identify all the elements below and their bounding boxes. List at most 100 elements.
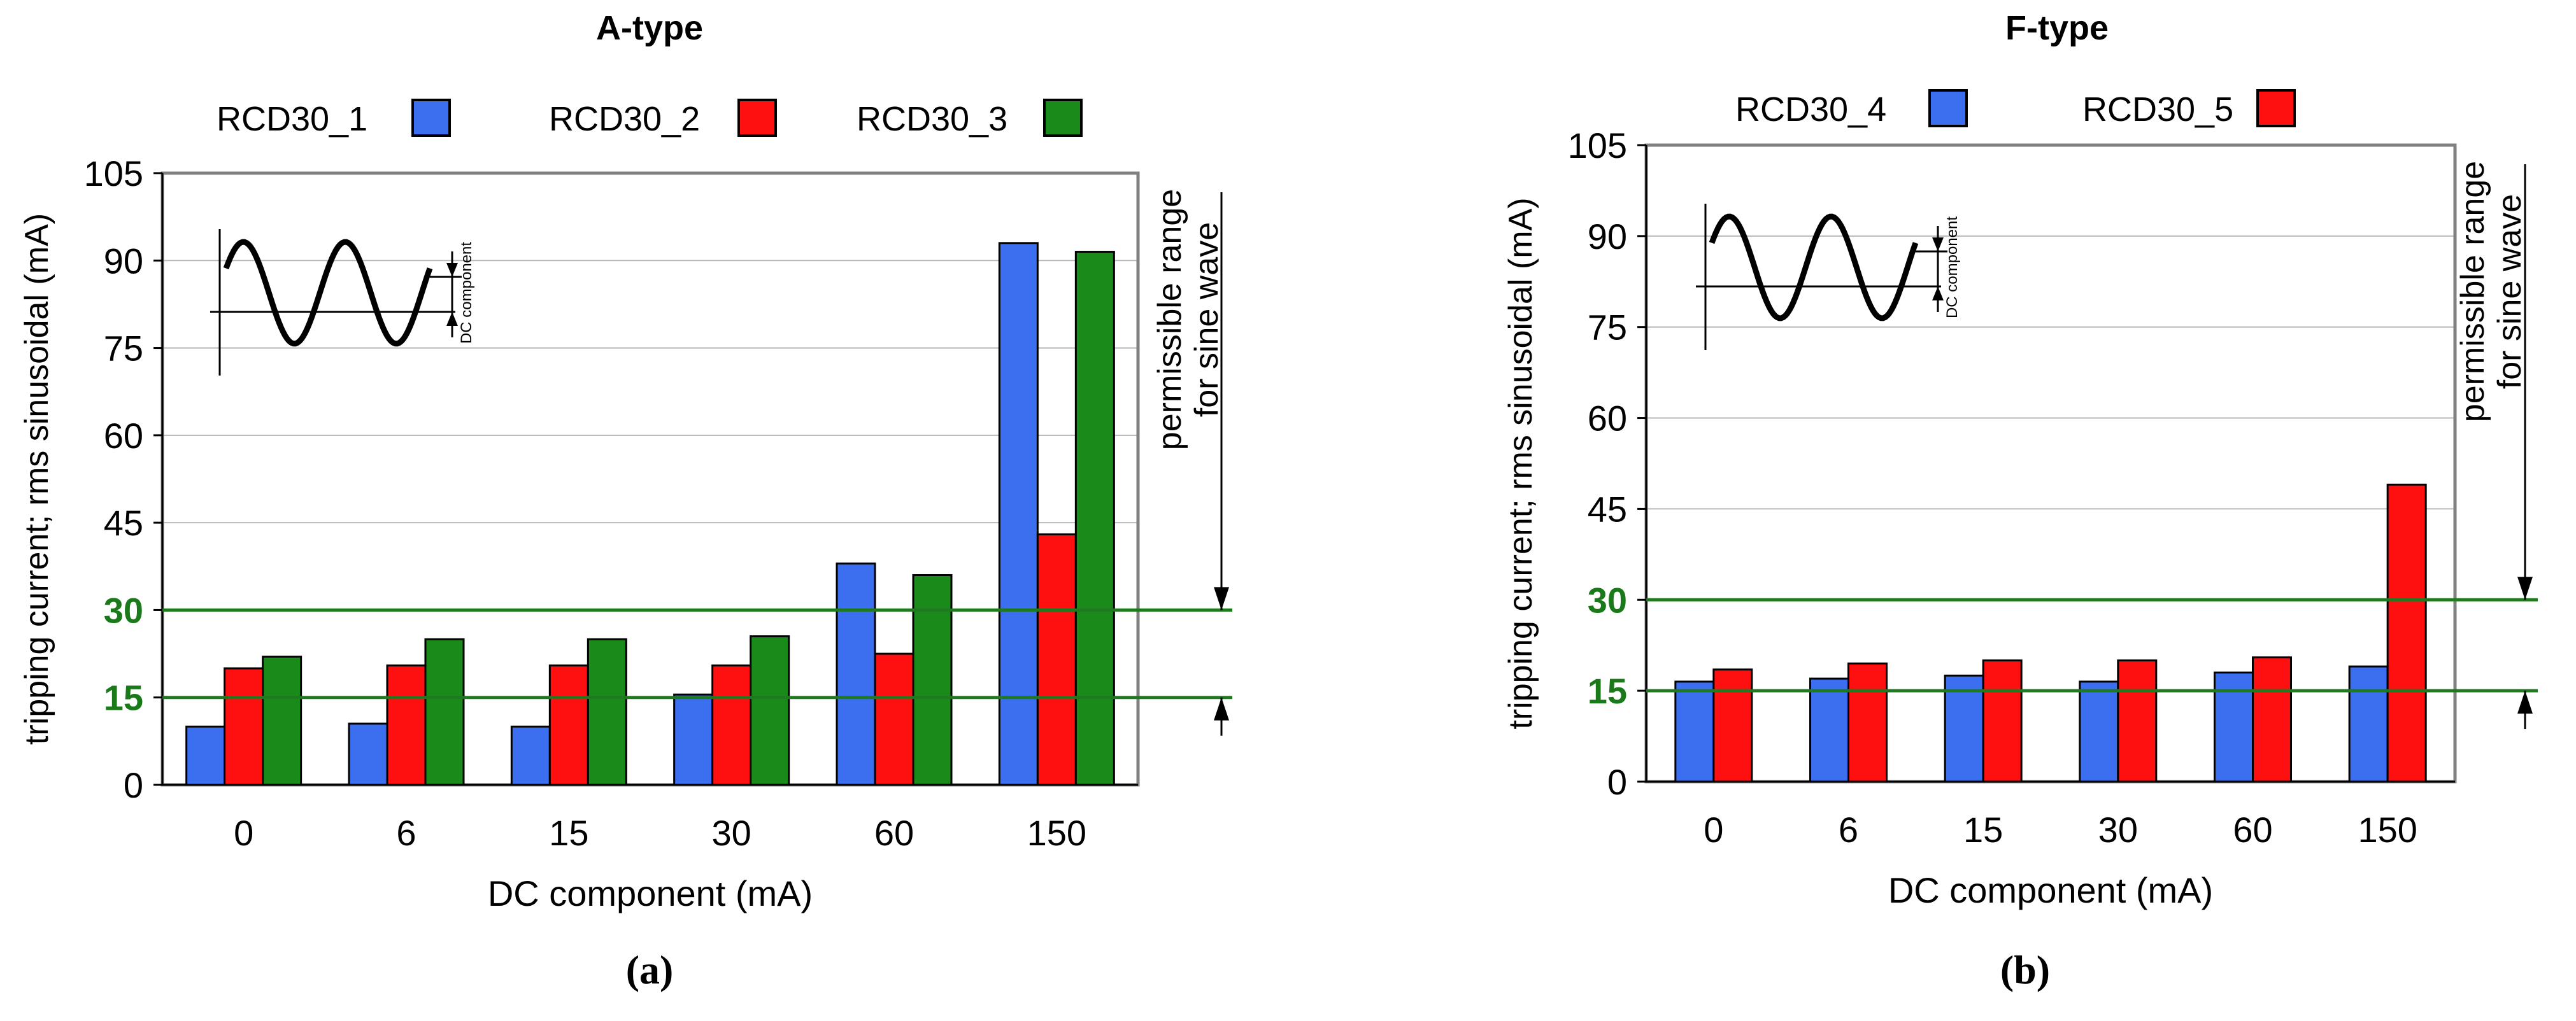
legend-label: RCD30_2 (549, 100, 700, 138)
y-tick-label: 45 (104, 503, 143, 543)
x-tick-label: 30 (2098, 810, 2138, 850)
y-tick-label: 0 (124, 765, 143, 805)
bar-rcd30_3 (262, 656, 302, 786)
bar-rcd30_5 (1712, 668, 1753, 783)
bar-rcd30_1 (836, 562, 876, 786)
y-axis-label: tripping current; rms sinusoidal (mA) (18, 213, 55, 745)
plot-frame (160, 171, 1140, 787)
x-tick-label: 150 (1027, 813, 1086, 853)
y-tick-label: 90 (104, 241, 143, 281)
chart-title: A-type (596, 9, 703, 47)
y-tick-label: 30 (104, 590, 143, 630)
y-tick-label: 75 (104, 328, 143, 369)
bar-rcd30_2 (874, 652, 914, 786)
arrow-down-icon (446, 263, 458, 277)
range-label-line: permissible range (1151, 189, 1188, 450)
bar-rcd30_2 (224, 667, 264, 786)
arrow-down-icon (1214, 587, 1229, 610)
bar-rcd30_3 (424, 638, 465, 786)
x-tick-label: 60 (874, 813, 914, 853)
panel-label: (a) (626, 947, 674, 992)
y-tick-label: 105 (84, 153, 143, 194)
range-label-line: for sine wave (2491, 194, 2528, 389)
legend-swatch (2256, 89, 2296, 127)
y-tick-label: 60 (104, 416, 143, 456)
bar-rcd30_5 (2386, 483, 2427, 783)
bar-rcd30_1 (510, 725, 551, 786)
range-label: permissible rangefor sine wave (2454, 161, 2528, 422)
arrow-down-icon (1932, 237, 1944, 251)
bar-rcd30_4 (1674, 680, 1715, 783)
legend-label: RCD30_3 (857, 100, 1007, 138)
range-label-line: permissible range (2454, 161, 2491, 422)
range-label: permissible rangefor sine wave (1151, 189, 1225, 450)
sine-wave-inset: DC component (1696, 204, 1961, 350)
y-tick-label: 0 (1607, 762, 1627, 802)
y-axis-label: tripping current; rms sinusoidal (mA) (1502, 197, 1539, 729)
inset-dc-label: DC component (458, 242, 475, 344)
x-axis-label: DC component (mA) (488, 873, 813, 913)
range-label-line: for sine wave (1188, 222, 1225, 417)
bar-rcd30_5 (2252, 656, 2292, 783)
x-tick-label: 6 (396, 813, 416, 853)
y-tick-label: 60 (1588, 398, 1627, 439)
bar-rcd30_3 (1074, 251, 1115, 786)
bar-rcd30_1 (998, 242, 1039, 786)
bar-rcd30_4 (2079, 680, 2119, 783)
arrow-up-icon (1214, 697, 1229, 721)
bar-rcd30_5 (1847, 662, 1888, 783)
bar-rcd30_1 (348, 722, 388, 786)
bar-rcd30_1 (185, 725, 226, 786)
x-tick-label: 30 (712, 813, 751, 853)
x-axis-label: DC component (mA) (1888, 870, 2213, 910)
bar-rcd30_3 (587, 638, 627, 786)
x-tick-label: 0 (1704, 810, 1723, 850)
bar-rcd30_2 (711, 664, 752, 786)
bar-rcd30_1 (673, 693, 714, 786)
x-tick-label: 15 (549, 813, 588, 853)
bar-rcd30_4 (1809, 677, 1849, 783)
y-tick-label: 105 (1568, 125, 1627, 165)
y-tick-label: 30 (1588, 580, 1627, 620)
x-tick-label: 6 (1839, 810, 1858, 850)
bar-rcd30_4 (1944, 674, 1984, 783)
bar-rcd30_5 (2117, 659, 2158, 783)
x-tick-label: 15 (1963, 810, 2003, 850)
x-tick-label: 150 (2358, 810, 2417, 850)
legend-swatch (1928, 89, 1968, 127)
arrow-up-icon (1932, 286, 1944, 300)
bar-rcd30_4 (2214, 672, 2254, 783)
legend-label: RCD30_1 (217, 100, 367, 138)
sine-wave-curve (1709, 213, 1919, 321)
legend-swatch (1043, 99, 1083, 137)
arrow-up-icon (446, 312, 458, 326)
inset-dc-label: DC component (1944, 216, 1961, 318)
bar-rcd30_3 (750, 635, 790, 786)
y-tick-label: 90 (1588, 216, 1627, 257)
bar-rcd30_2 (548, 664, 589, 786)
legend-label: RCD30_5 (2082, 90, 2233, 129)
y-tick-label: 45 (1588, 489, 1627, 529)
chart-title: F-type (2005, 9, 2109, 47)
x-tick-label: 0 (234, 813, 253, 853)
bar-rcd30_3 (912, 574, 953, 786)
bar-rcd30_2 (1036, 533, 1077, 786)
x-tick-label: 60 (2233, 810, 2272, 850)
legend-swatch (411, 99, 451, 137)
plot-frame (1644, 143, 2457, 784)
y-tick-label: 15 (1588, 671, 1627, 711)
bar-rcd30_4 (2348, 665, 2389, 783)
y-tick-label: 15 (104, 678, 143, 718)
legend-label: RCD30_4 (1735, 90, 1886, 129)
arrow-down-icon (2517, 577, 2533, 600)
panel-label: (b) (2000, 947, 2050, 992)
sine-wave-curve (223, 239, 433, 347)
legend-swatch (737, 99, 777, 137)
sine-wave-inset: DC component (210, 229, 475, 376)
bar-rcd30_5 (1982, 659, 2023, 783)
arrow-up-icon (2517, 691, 2533, 714)
y-tick-label: 75 (1588, 307, 1627, 348)
